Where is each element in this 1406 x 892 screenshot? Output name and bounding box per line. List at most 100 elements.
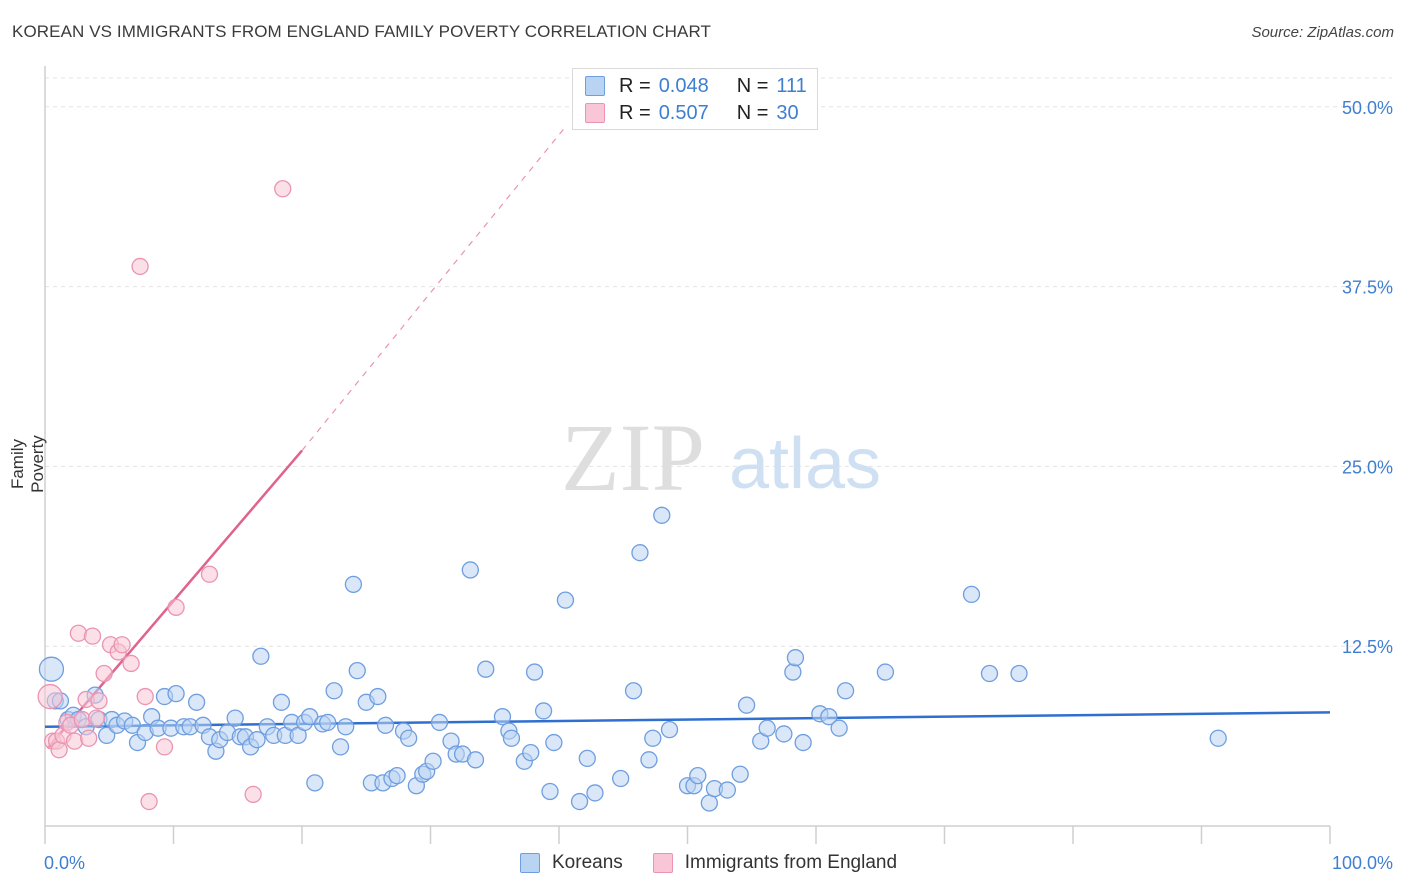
point-koreans	[344, 575, 363, 593]
point-koreans	[689, 767, 707, 785]
point-england	[65, 732, 84, 750]
points-layer	[37, 180, 1227, 812]
correlation-legend: R = 0.048 N = 111 R = 0.507 N = 30	[572, 68, 818, 130]
grid-layer	[45, 77, 1392, 647]
legend-r-value: 0.507	[658, 101, 709, 124]
watermark-zip: ZIP	[561, 404, 705, 511]
point-england	[113, 636, 131, 654]
point-koreans	[644, 729, 662, 747]
point-england	[37, 683, 63, 710]
point-england	[244, 785, 262, 804]
point-england	[69, 624, 88, 642]
point-koreans	[493, 708, 512, 726]
y-tick-label: 12.5%	[1342, 637, 1393, 657]
point-england	[80, 729, 98, 747]
series-label-koreans: Koreans	[552, 852, 623, 873]
point-england	[95, 664, 113, 683]
x-tick-label: 100.0%	[1332, 853, 1393, 873]
point-koreans	[1010, 664, 1028, 683]
point-koreans	[660, 720, 679, 739]
legend-n-value: 111	[776, 74, 807, 97]
point-koreans	[123, 716, 142, 734]
point-koreans	[962, 585, 981, 604]
point-england	[167, 598, 185, 617]
point-koreans	[556, 591, 575, 609]
point-england	[274, 180, 292, 198]
point-koreans	[226, 709, 244, 727]
point-koreans	[331, 738, 350, 756]
legend-n-value: 30	[776, 101, 799, 124]
point-england	[122, 654, 140, 673]
point-koreans	[794, 733, 812, 752]
point-koreans	[502, 729, 521, 747]
point-koreans	[534, 702, 553, 720]
series-legend: Koreans Immigrants from England	[520, 852, 927, 874]
point-koreans	[252, 647, 270, 665]
y-tick-label: 37.5%	[1342, 278, 1393, 298]
point-koreans	[980, 664, 999, 683]
point-koreans	[430, 713, 449, 732]
point-koreans	[836, 682, 855, 700]
point-koreans	[786, 649, 805, 667]
point-england	[87, 709, 106, 727]
point-koreans	[424, 752, 442, 770]
y-axis-label: Family Poverty	[8, 435, 47, 493]
point-koreans	[461, 561, 479, 579]
series-legend-england[interactable]: Immigrants from England	[652, 852, 898, 874]
point-koreans	[319, 713, 337, 732]
y-tick-label: 25.0%	[1342, 457, 1393, 477]
legend-r-label: R =	[619, 101, 651, 124]
point-koreans	[718, 781, 736, 799]
chart-title: KOREAN VS IMMIGRANTS FROM ENGLAND FAMILY…	[12, 22, 711, 41]
point-koreans	[525, 663, 544, 681]
point-koreans	[612, 769, 630, 788]
point-koreans	[388, 767, 406, 785]
series-swatch-pink	[652, 853, 673, 873]
x-tick-label: 0.0%	[44, 853, 85, 873]
point-koreans	[631, 544, 649, 562]
point-koreans	[98, 726, 116, 745]
point-koreans	[737, 696, 756, 714]
point-koreans	[731, 765, 749, 783]
series-label-england: Immigrants from England	[684, 852, 898, 873]
point-koreans	[545, 733, 563, 752]
point-koreans	[466, 751, 485, 769]
point-koreans	[653, 506, 671, 524]
legend-row-koreans: R = 0.048 N = 111	[585, 74, 807, 98]
series-swatch-blue	[520, 853, 540, 873]
point-koreans	[758, 719, 776, 737]
point-koreans	[624, 682, 643, 700]
point-koreans	[522, 743, 540, 762]
y-tick-label: 50.0%	[1342, 98, 1393, 118]
point-england	[200, 565, 219, 583]
trend-line-england-extension	[301, 126, 566, 451]
point-koreans	[541, 782, 559, 801]
legend-swatch-pink	[585, 103, 605, 123]
tick-label-layer: 12.5% 25.0% 37.5% 50.0% 0.0% 100.0%	[44, 98, 1393, 873]
legend-r-label: R =	[619, 74, 651, 97]
point-koreans	[187, 693, 206, 711]
point-koreans	[477, 660, 495, 678]
point-england	[131, 257, 149, 276]
watermark-atlas: atlas	[729, 424, 881, 504]
point-england	[90, 692, 108, 710]
series-legend-koreans[interactable]: Koreans	[520, 852, 623, 874]
legend-swatch-blue	[585, 76, 605, 96]
point-koreans	[640, 751, 658, 769]
point-koreans	[348, 661, 366, 680]
point-england	[83, 627, 102, 645]
point-koreans	[578, 749, 596, 768]
point-koreans	[337, 718, 355, 736]
point-koreans	[1209, 729, 1227, 747]
point-koreans	[830, 719, 848, 737]
point-koreans	[876, 663, 895, 681]
point-england	[140, 792, 158, 811]
point-england	[73, 710, 91, 729]
point-koreans	[306, 774, 324, 792]
legend-n-label: N =	[736, 101, 769, 124]
point-koreans	[820, 708, 838, 726]
legend-row-england: R = 0.507 N = 30	[585, 101, 799, 125]
legend-r-value: 0.048	[658, 74, 709, 97]
point-koreans	[775, 725, 793, 743]
legend-n-label: N =	[736, 74, 769, 97]
